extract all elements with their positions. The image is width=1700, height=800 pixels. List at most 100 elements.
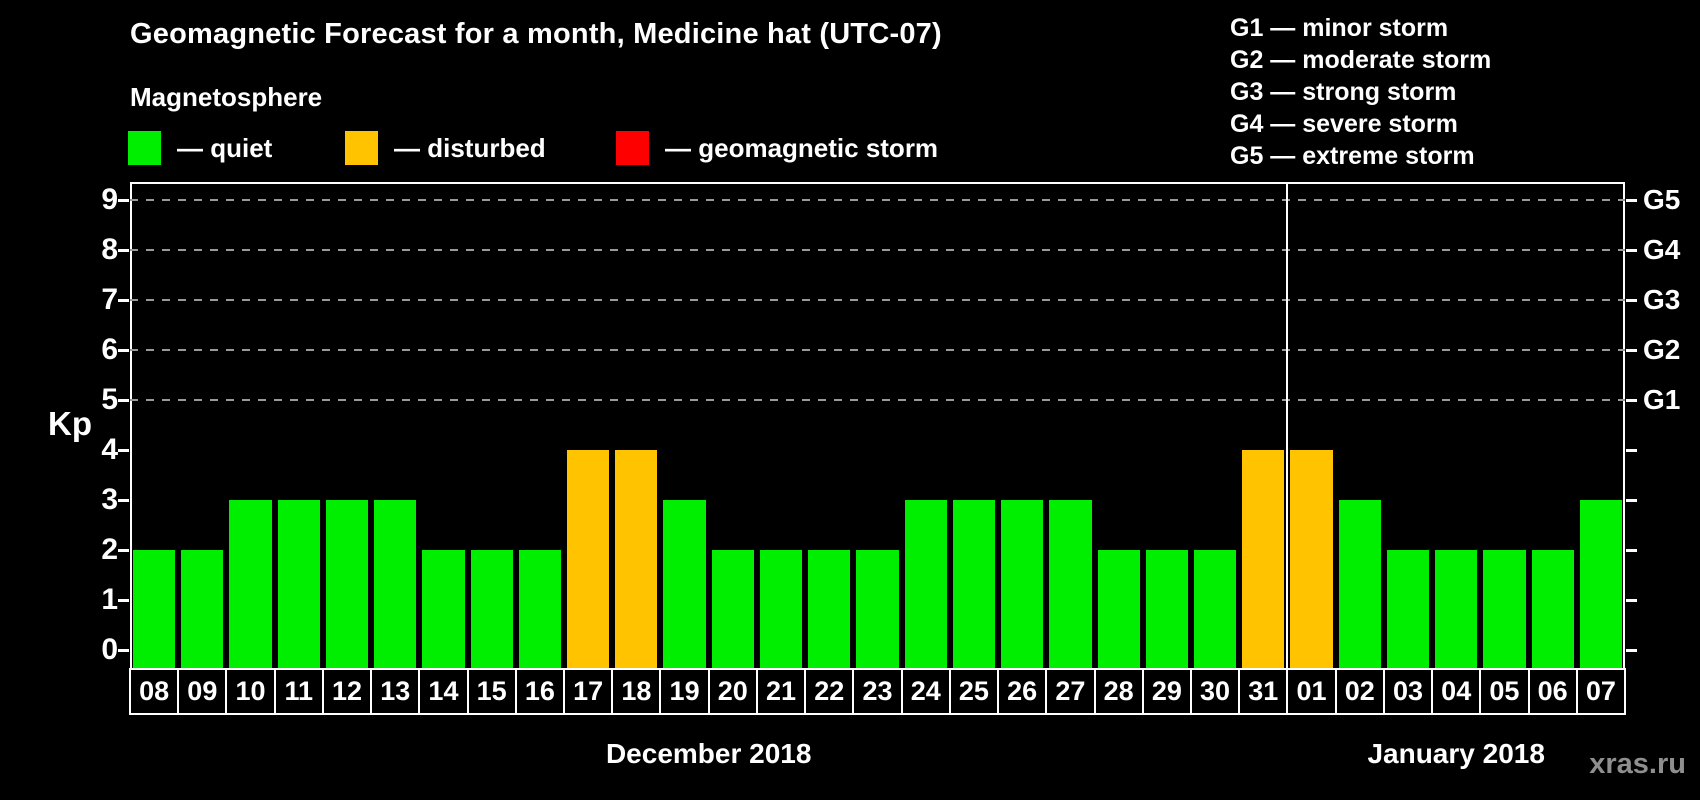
legend-item-disturbed: — disturbed	[345, 130, 546, 166]
g-legend-line-g2: G2 — moderate storm	[1230, 46, 1492, 74]
y-tick-label-6: 6	[101, 333, 118, 366]
day-label-02: 02	[1334, 668, 1385, 715]
day-label-12: 12	[321, 668, 373, 715]
bar-december-30	[1193, 550, 1237, 668]
y-tick-right-5	[1626, 398, 1637, 402]
right-axis-label-g3: G3	[1643, 284, 1681, 315]
bar-december-09	[181, 550, 224, 668]
bar-december-20	[711, 550, 754, 668]
bar-december-12	[325, 500, 369, 668]
disturbed-color-swatch	[345, 131, 378, 165]
y-tick-left-5	[118, 398, 129, 402]
bar-december-24	[904, 500, 947, 668]
day-label-20: 20	[707, 668, 758, 715]
bar-december-21	[759, 550, 803, 668]
y-tick-label-1: 1	[101, 583, 118, 616]
y-tick-label-8: 8	[101, 233, 118, 266]
day-label-30: 30	[1189, 668, 1241, 715]
storm-color-swatch	[616, 131, 649, 165]
bar-december-16	[518, 550, 562, 668]
g-legend-line-g3: G3 — strong storm	[1230, 78, 1457, 106]
bar-december-28	[1097, 550, 1140, 668]
y-tick-right-4	[1626, 448, 1637, 452]
day-label-21: 21	[755, 668, 807, 715]
y-tick-right-6	[1626, 348, 1637, 352]
day-label-14: 14	[418, 668, 469, 715]
bar-january-06	[1531, 550, 1574, 668]
bar-december-10	[229, 500, 272, 668]
y-tick-left-0	[118, 648, 129, 652]
day-label-08: 08	[129, 668, 180, 715]
y-tick-left-7	[118, 298, 129, 302]
day-label-11: 11	[273, 668, 324, 715]
y-tick-left-1	[118, 598, 129, 602]
day-label-18: 18	[611, 668, 662, 715]
bar-december-31	[1242, 450, 1285, 668]
bar-january-01	[1290, 450, 1333, 668]
y-tick-right-3	[1626, 498, 1637, 502]
bar-january-07	[1579, 500, 1622, 668]
month-label-0: December 2018	[605, 738, 812, 769]
g-legend-line-g5: G5 — extreme storm	[1230, 142, 1475, 170]
y-tick-label-2: 2	[101, 533, 118, 566]
day-label-10: 10	[225, 668, 276, 715]
day-label-01: 01	[1286, 668, 1337, 715]
bar-december-18	[615, 450, 658, 668]
y-tick-left-3	[118, 498, 129, 502]
legend-heading: Magnetosphere	[130, 82, 323, 112]
y-tick-right-7	[1626, 298, 1637, 302]
plot-area	[130, 182, 1625, 668]
legend-label-disturbed: — disturbed	[394, 132, 546, 163]
day-label-06: 06	[1527, 668, 1578, 715]
bar-january-05	[1483, 550, 1526, 668]
right-axis-label-g2: G2	[1643, 334, 1681, 365]
y-tick-right-8	[1626, 248, 1637, 252]
y-tick-left-4	[118, 448, 129, 452]
day-label-09: 09	[177, 668, 228, 715]
month-separator	[1286, 182, 1289, 668]
day-label-29: 29	[1141, 668, 1192, 715]
y-tick-left-9	[118, 198, 129, 202]
g-legend-line-g4: G4 — severe storm	[1230, 110, 1458, 138]
g-scale-legend: G1 — minor storm G2 — moderate storm G3 …	[1230, 12, 1491, 172]
bar-december-08	[133, 550, 176, 668]
y-tick-label-5: 5	[101, 383, 118, 416]
y-tick-left-6	[118, 348, 129, 352]
y-tick-right-2	[1626, 548, 1637, 552]
bar-december-11	[277, 500, 320, 668]
bar-december-25	[952, 500, 996, 668]
bar-december-23	[856, 550, 899, 668]
day-label-25: 25	[948, 668, 1000, 715]
y-tick-right-1	[1626, 598, 1637, 602]
watermark: xras.ru	[1589, 748, 1686, 780]
y-tick-label-9: 9	[101, 183, 118, 216]
bar-december-17	[567, 450, 610, 668]
legend-label-quiet: — quiet	[177, 132, 273, 163]
day-label-07: 07	[1575, 668, 1626, 715]
gridline-kp-5	[130, 399, 1625, 401]
month-label-1: January 2018	[1367, 738, 1545, 769]
y-tick-label-7: 7	[101, 283, 118, 316]
bar-december-27	[1049, 500, 1092, 668]
day-label-23: 23	[852, 668, 903, 715]
y-tick-right-0	[1626, 648, 1637, 652]
right-axis-label-g1: G1	[1643, 384, 1681, 415]
legend-item-quiet: — quiet	[128, 130, 272, 166]
bar-december-19	[663, 500, 706, 668]
bar-december-22	[808, 550, 851, 668]
bar-january-04	[1435, 550, 1478, 668]
day-label-16: 16	[514, 668, 566, 715]
bar-december-14	[422, 550, 465, 668]
day-label-04: 04	[1431, 668, 1482, 715]
day-label-15: 15	[466, 668, 517, 715]
day-label-24: 24	[900, 668, 951, 715]
bar-december-26	[1001, 500, 1044, 668]
quiet-color-swatch	[128, 131, 161, 165]
y-tick-label-0: 0	[101, 633, 118, 666]
gridline-kp-9	[130, 199, 1625, 201]
right-axis-label-g4: G4	[1643, 234, 1681, 265]
bar-january-02	[1338, 500, 1381, 668]
y-tick-left-8	[118, 248, 129, 252]
day-label-27: 27	[1045, 668, 1096, 715]
